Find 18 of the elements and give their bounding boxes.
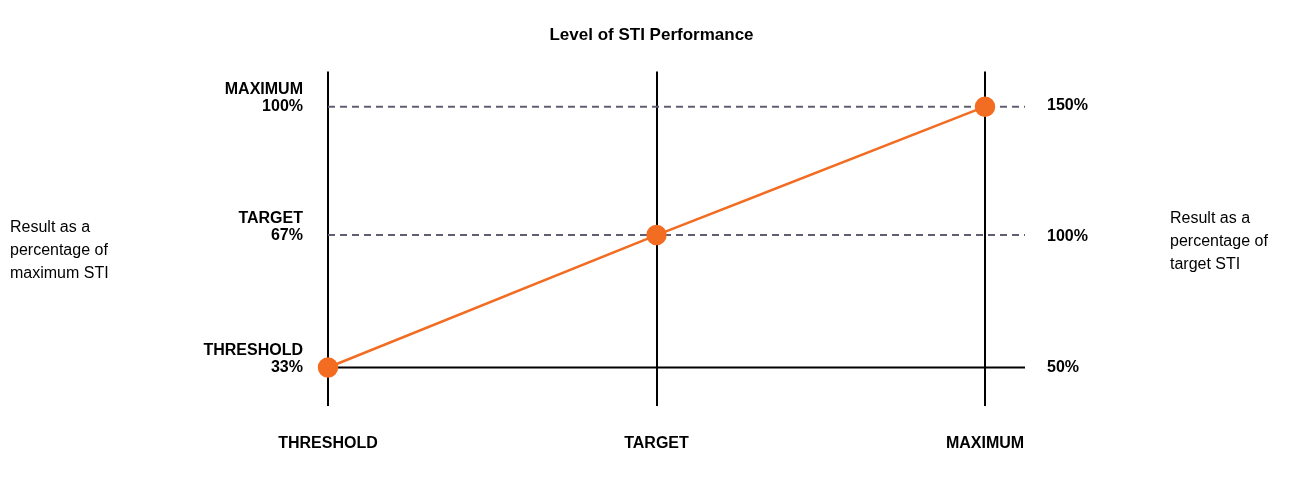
y-tick-label: 33%	[270, 357, 303, 375]
point	[646, 224, 667, 246]
text: MAXIMUM	[224, 80, 303, 98]
text: Result as a percentage of maximum STI	[10, 217, 110, 283]
x-tick-label: TARGET	[624, 434, 690, 452]
y2-tick-label: 50%	[1047, 357, 1080, 375]
text: TARGET	[238, 208, 304, 226]
y2-tick-label: 150%	[1047, 96, 1088, 114]
y2-tick-label: 100%	[1047, 226, 1088, 244]
text: Result as a percentage of target STI	[1170, 208, 1269, 274]
y-tick-label: 100%	[262, 97, 303, 115]
x-tick-label: THRESHOLD	[278, 434, 378, 452]
point	[317, 357, 339, 378]
x-tick-label: MAXIMUM	[945, 434, 1025, 452]
text: THRESHOLD	[203, 340, 303, 358]
y-tick-label: 67%	[270, 225, 303, 243]
point	[974, 96, 996, 117]
chart-title: Level of STI Performance	[549, 25, 754, 45]
